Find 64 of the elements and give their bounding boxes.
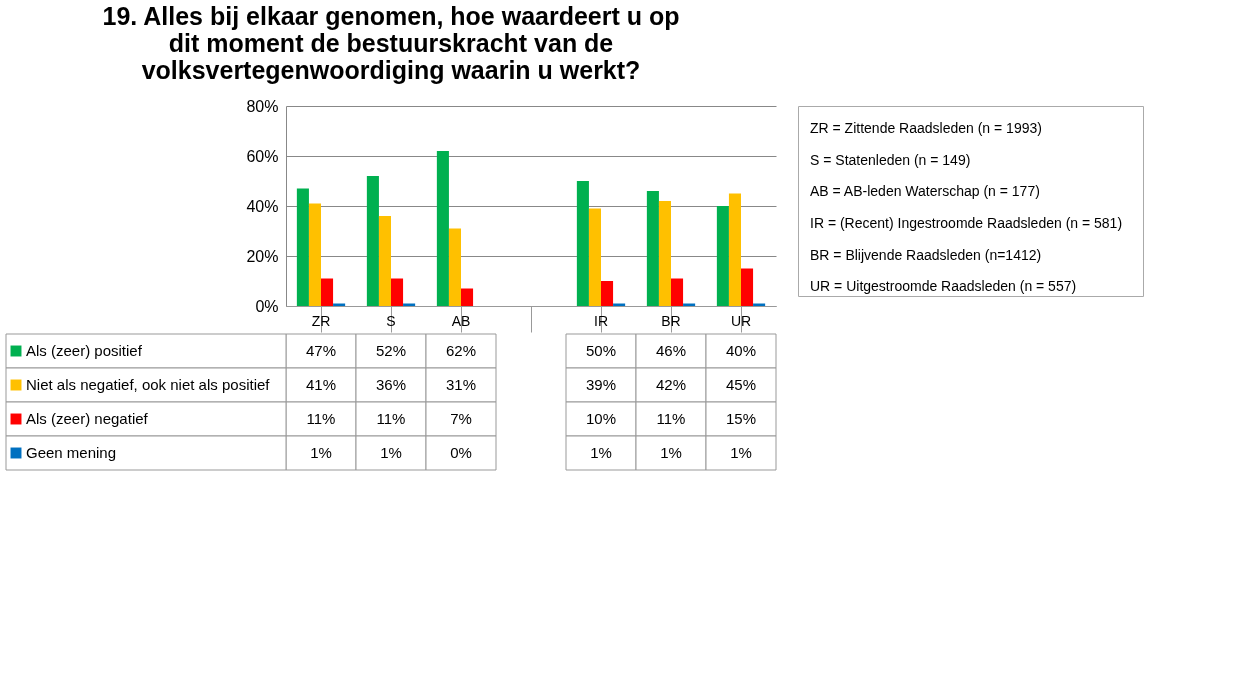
y-tick-label: 60% [246,147,279,165]
data-label: 46% [655,342,687,359]
bar [378,216,391,306]
bar [436,151,449,306]
data-label: 45% [725,376,757,393]
bar [448,228,461,306]
data-label: 50% [585,342,617,359]
legend-label: Niet als negatief, ook niet als positief [26,376,271,393]
data-label: 40% [725,342,757,359]
data-label: 39% [585,376,617,393]
data-label: 1% [660,444,682,461]
legend-label: Geen mening [26,444,117,461]
x-tick-label: S [386,312,396,329]
bar [366,176,379,306]
x-tick-label: AB [451,312,471,329]
data-label: 47% [305,342,337,359]
x-tick-label: BR [661,312,681,329]
text: UR = Uitgestroomde Raadsleden (n = 557) [810,278,1077,295]
legend-label: Als (zeer) positief [26,342,143,359]
bar [308,203,321,306]
bar [461,288,474,306]
text: S = Statenleden (n = 149) [810,151,971,168]
data-label: 11% [376,410,406,427]
bar [728,193,741,306]
bar [321,278,334,306]
bar [601,281,614,306]
y-tick-label: 80% [246,97,279,115]
data-label: 36% [375,376,407,393]
text: BR = Blijvende Raadsleden (n=1412) [810,246,1042,263]
text: ZR = Zittende Raadsleden (n = 1993) [810,119,1042,136]
data-label: 11% [306,410,336,427]
legend-label: Als (zeer) negatief [26,410,149,427]
text: AB = AB-leden Waterschap (n = 177) [810,183,1040,200]
x-tick-label: ZR [311,312,331,329]
bar [716,206,729,306]
bar [741,268,754,306]
data-label: 15% [725,410,757,427]
data-label: 31% [445,376,477,393]
bar [588,208,601,306]
data-label: 0% [450,444,472,461]
data-label: 42% [655,376,687,393]
data-label: 1% [730,444,752,461]
data-label: 1% [590,444,612,461]
data-label: 41% [305,376,337,393]
bar [391,278,404,306]
y-tick-label: 40% [246,197,279,215]
data-label: 7% [450,410,472,427]
x-tick-label: IR [594,312,608,329]
data-label: 1% [310,444,332,461]
bar [646,191,659,306]
chart-title: 19. Alles bij elkaar genomen, hoe waardeert u op dit moment de bestuurskracht van de volksvertegenwoordiging waarin u werkt? [102,2,680,84]
bar [671,278,684,306]
bar [658,201,671,306]
y-tick-label: 20% [246,247,279,265]
data-label: 52% [375,342,407,359]
data-label: 10% [585,410,617,427]
data-label: 1% [380,444,402,461]
data-label: 62% [445,342,477,359]
x-tick-label: UR [730,312,752,329]
data-label: 11% [656,410,686,427]
text: IR = (Recent) Ingestroomde Raadsleden (n = 581) [810,214,1123,231]
bar [296,188,309,306]
bar [576,181,589,306]
y-tick-label: 0% [255,297,279,315]
